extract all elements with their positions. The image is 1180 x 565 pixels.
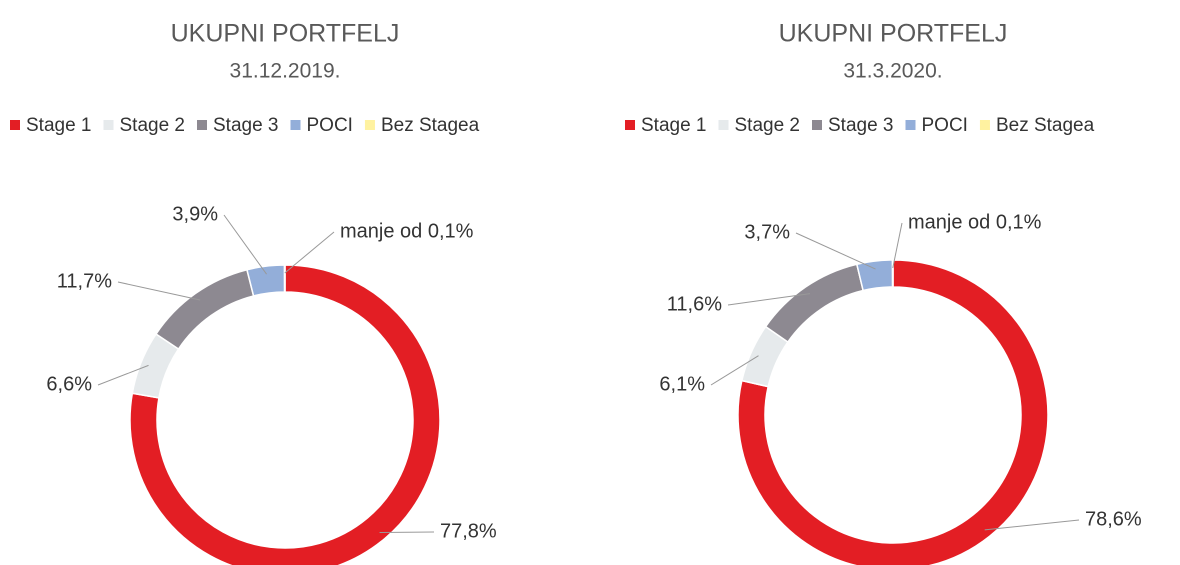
legend-swatch [290, 120, 301, 130]
leader-line [223, 214, 267, 275]
data-label: 77,8% [440, 520, 497, 542]
chart-subtitle: 31.3.2020. [843, 60, 942, 83]
leader-line [284, 231, 335, 274]
legend-label: Stage 1 [26, 115, 92, 136]
legend-swatch [197, 120, 207, 130]
data-label: 11,6% [667, 293, 722, 315]
legend-label: Stage 3 [213, 115, 279, 136]
leader-line [97, 364, 149, 386]
leader-line [795, 232, 876, 270]
chart-subtitle: 31.12.2019. [230, 60, 341, 83]
legend-label: Stage 1 [641, 115, 707, 136]
legend-label: Stage 2 [120, 115, 186, 136]
legend-label: Stage 3 [828, 115, 894, 136]
legend-swatch [364, 120, 375, 130]
legend-swatch [905, 120, 916, 130]
leader-line [379, 531, 435, 534]
data-label: manje od 0,1% [340, 220, 474, 242]
data-label: 6,1% [659, 373, 705, 395]
chart-title: UKUPNI PORTFELJ [779, 20, 1008, 48]
legend-swatch [718, 120, 729, 130]
legend-label: Bez Stagea [996, 115, 1095, 136]
leader-line [984, 519, 1080, 531]
donut-segment [737, 259, 1049, 565]
legend-label: Bez Stagea [381, 115, 480, 136]
donut-segment [246, 264, 286, 297]
legend-swatch [625, 120, 635, 130]
donut-segment [129, 264, 441, 565]
donut-segment [764, 263, 865, 344]
data-label: 78,6% [1085, 508, 1142, 530]
legend-swatch [979, 120, 990, 130]
legend-label: Stage 2 [735, 115, 801, 136]
data-label: 3,7% [744, 221, 790, 243]
donut-segment [855, 259, 894, 292]
data-label: manje od 0,1% [908, 211, 1042, 233]
donut-segment [154, 268, 255, 351]
data-label: 6,6% [46, 373, 92, 395]
chart-title: UKUPNI PORTFELJ [171, 20, 400, 48]
legend-swatch [10, 120, 20, 130]
leader-line [117, 281, 201, 301]
legend-label: POCI [307, 115, 353, 136]
legend-swatch [103, 120, 114, 130]
leader-line [710, 355, 759, 386]
data-label: 3,9% [172, 203, 218, 225]
data-label: 11,7% [57, 270, 112, 292]
leader-line [727, 293, 811, 306]
leader-line [892, 222, 903, 269]
legend-label: POCI [922, 115, 968, 136]
legend-swatch [812, 120, 822, 130]
